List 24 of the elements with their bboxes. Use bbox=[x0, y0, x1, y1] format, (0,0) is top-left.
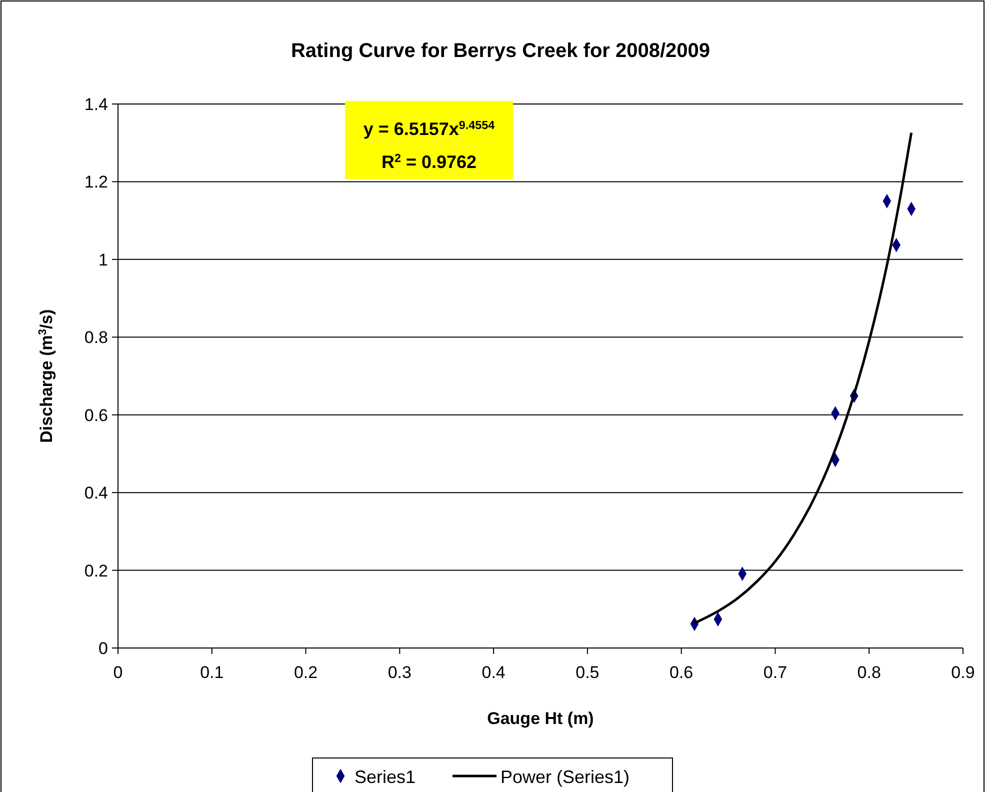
x-tick-label: 0.6 bbox=[670, 663, 694, 682]
y-tick-label: 1.2 bbox=[84, 172, 108, 192]
annotation: y = 6.5157x$^{9.4554}$ bbox=[363, 118, 496, 139]
x-axis-title: Gauge Ht (m) bbox=[487, 709, 594, 728]
x-tick-label: 0 bbox=[113, 663, 123, 682]
legend-label: Power (Series1) bbox=[500, 767, 630, 787]
x-tick-label: 0.7 bbox=[763, 663, 788, 682]
x-tick-label: 0.1 bbox=[200, 663, 224, 682]
y-tick-label: 0 bbox=[98, 639, 108, 658]
x-tick-label: 0.4 bbox=[482, 663, 506, 682]
annotation: R$^{2}$ = 0.9762 bbox=[381, 152, 477, 172]
x-tick-label: 0.3 bbox=[388, 663, 412, 682]
chart-title: Rating Curve for Berrys Creek for 2008/2009 bbox=[290, 40, 710, 62]
y-tick-label: 0.8 bbox=[84, 328, 108, 348]
x-tick-label: 0.8 bbox=[857, 663, 881, 682]
y-tick-label: 1 bbox=[98, 250, 108, 270]
y-tick-label: 0.4 bbox=[84, 484, 108, 503]
legend-label: Series1 bbox=[354, 767, 416, 787]
x-tick-label: 0.2 bbox=[294, 663, 318, 682]
x-tick-label: 0.5 bbox=[576, 663, 600, 682]
x-tick-label: 0.9 bbox=[951, 663, 975, 682]
y-tick-label: 0.2 bbox=[84, 561, 108, 580]
y-tick-label: 0.6 bbox=[84, 406, 108, 425]
y-tick-label: 1.4 bbox=[84, 95, 108, 114]
